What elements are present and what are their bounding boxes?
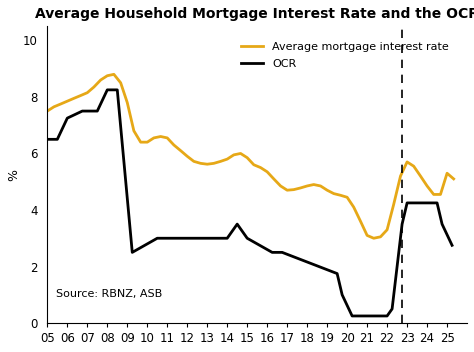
- Text: Source: RBNZ, ASB: Source: RBNZ, ASB: [56, 289, 162, 299]
- Title: Average Household Mortgage Interest Rate and the OCR: Average Household Mortgage Interest Rate…: [35, 7, 474, 21]
- Y-axis label: %: %: [7, 169, 20, 181]
- Legend: Average mortgage interest rate, OCR: Average mortgage interest rate, OCR: [237, 38, 453, 73]
